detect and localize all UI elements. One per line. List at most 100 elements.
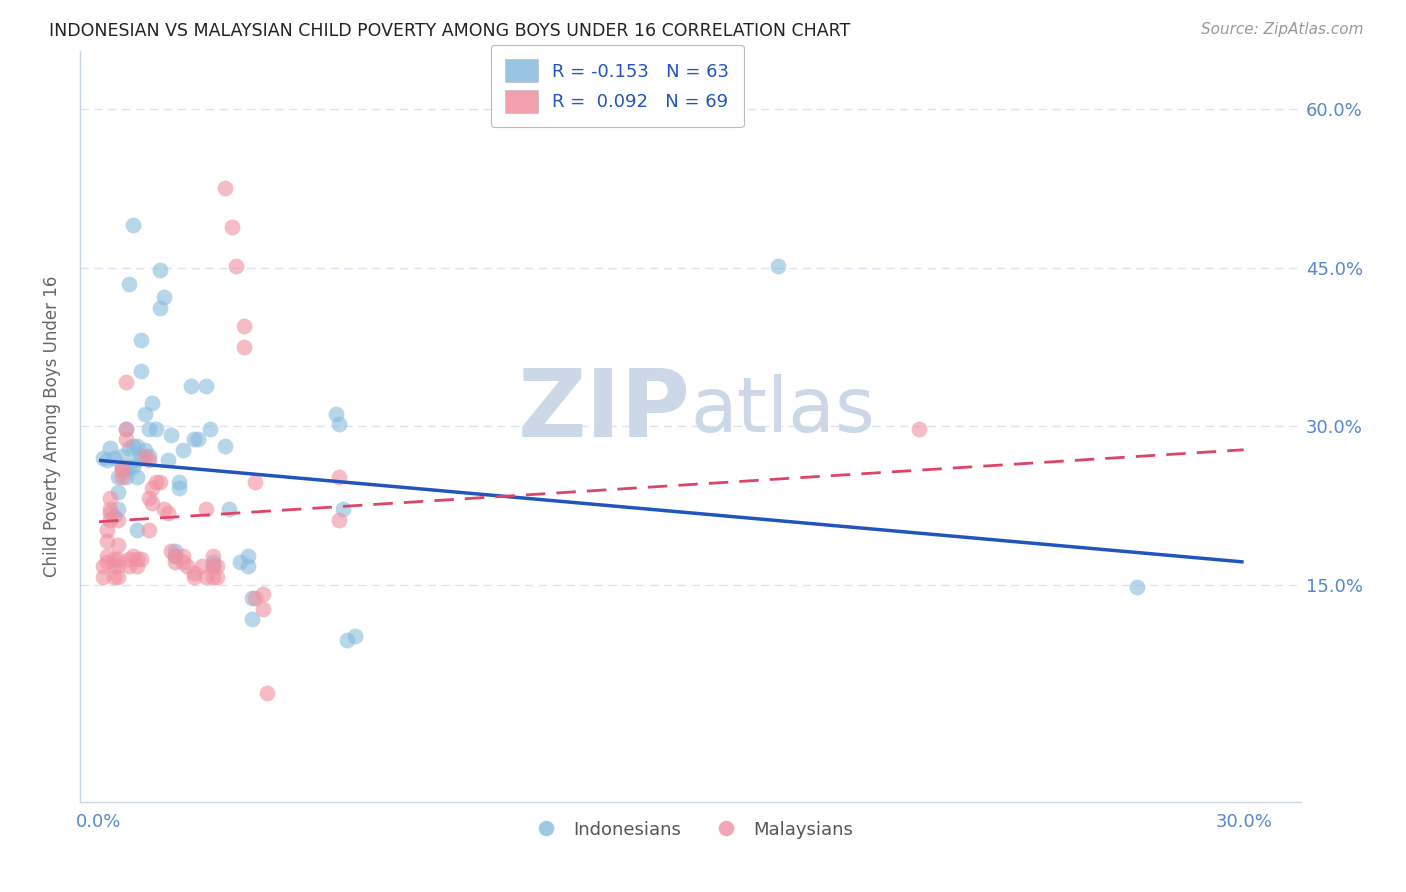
Point bbox=[229, 555, 252, 569]
Point bbox=[114, 462, 136, 476]
Point bbox=[127, 438, 149, 452]
Point bbox=[225, 259, 247, 273]
Point bbox=[100, 502, 122, 516]
Point bbox=[332, 502, 354, 516]
Point bbox=[336, 633, 359, 648]
Point bbox=[107, 485, 129, 500]
Point bbox=[129, 364, 152, 378]
Point bbox=[766, 259, 789, 273]
Point bbox=[100, 441, 122, 455]
Point bbox=[156, 506, 179, 520]
Point bbox=[236, 549, 259, 563]
Point bbox=[160, 428, 183, 442]
Point bbox=[165, 549, 187, 563]
Point bbox=[180, 379, 202, 393]
Point bbox=[172, 549, 194, 563]
Point bbox=[183, 570, 205, 584]
Legend: Indonesians, Malaysians: Indonesians, Malaysians bbox=[520, 814, 860, 846]
Point bbox=[134, 442, 156, 457]
Point bbox=[122, 459, 145, 474]
Point bbox=[233, 318, 256, 333]
Point bbox=[107, 470, 129, 484]
Point bbox=[165, 544, 187, 558]
Point bbox=[114, 375, 136, 389]
Point bbox=[240, 612, 263, 626]
Point bbox=[114, 470, 136, 484]
Point bbox=[194, 570, 217, 584]
Point bbox=[183, 432, 205, 446]
Point bbox=[252, 587, 274, 601]
Point bbox=[202, 559, 225, 574]
Point bbox=[160, 544, 183, 558]
Point bbox=[103, 509, 125, 524]
Point bbox=[127, 470, 149, 484]
Point bbox=[118, 459, 141, 474]
Point bbox=[122, 219, 145, 233]
Point bbox=[145, 421, 167, 435]
Point bbox=[107, 538, 129, 552]
Point bbox=[149, 475, 172, 489]
Point bbox=[100, 513, 122, 527]
Text: ZIP: ZIP bbox=[517, 366, 690, 458]
Point bbox=[153, 502, 176, 516]
Point bbox=[111, 459, 134, 474]
Point bbox=[194, 379, 217, 393]
Point bbox=[218, 502, 240, 516]
Point bbox=[236, 559, 259, 574]
Point bbox=[103, 570, 125, 584]
Point bbox=[100, 506, 122, 520]
Point bbox=[91, 570, 114, 584]
Point bbox=[141, 496, 163, 510]
Point bbox=[328, 417, 350, 432]
Point bbox=[138, 453, 160, 467]
Point bbox=[176, 559, 198, 574]
Point bbox=[129, 551, 152, 566]
Point bbox=[127, 559, 149, 574]
Point bbox=[107, 502, 129, 516]
Point bbox=[138, 449, 160, 463]
Point bbox=[122, 549, 145, 563]
Point bbox=[328, 470, 350, 484]
Point bbox=[103, 559, 125, 574]
Point bbox=[187, 432, 209, 446]
Point bbox=[118, 551, 141, 566]
Text: atlas: atlas bbox=[690, 375, 876, 449]
Text: Source: ZipAtlas.com: Source: ZipAtlas.com bbox=[1201, 22, 1364, 37]
Point bbox=[194, 502, 217, 516]
Point bbox=[96, 555, 118, 569]
Point bbox=[111, 459, 134, 474]
Point bbox=[325, 407, 347, 421]
Point bbox=[149, 301, 172, 315]
Point bbox=[107, 551, 129, 566]
Point bbox=[145, 475, 167, 489]
Point bbox=[96, 549, 118, 563]
Point bbox=[183, 566, 205, 580]
Point bbox=[118, 441, 141, 455]
Point bbox=[202, 559, 225, 574]
Point bbox=[343, 629, 366, 643]
Point bbox=[111, 470, 134, 484]
Point bbox=[221, 220, 243, 235]
Point bbox=[167, 475, 190, 489]
Point bbox=[202, 555, 225, 569]
Point bbox=[107, 570, 129, 584]
Point bbox=[153, 290, 176, 304]
Point bbox=[191, 559, 214, 574]
Point bbox=[122, 438, 145, 452]
Point bbox=[138, 491, 160, 506]
Point bbox=[114, 421, 136, 435]
Point bbox=[202, 549, 225, 563]
Point bbox=[141, 396, 163, 410]
Point bbox=[165, 549, 187, 563]
Point bbox=[91, 451, 114, 466]
Point bbox=[214, 438, 236, 452]
Point bbox=[207, 559, 229, 574]
Point bbox=[165, 555, 187, 569]
Point bbox=[134, 407, 156, 421]
Point bbox=[96, 523, 118, 537]
Point bbox=[118, 277, 141, 291]
Point bbox=[252, 601, 274, 615]
Point bbox=[233, 340, 256, 354]
Point bbox=[908, 421, 931, 435]
Point bbox=[127, 523, 149, 537]
